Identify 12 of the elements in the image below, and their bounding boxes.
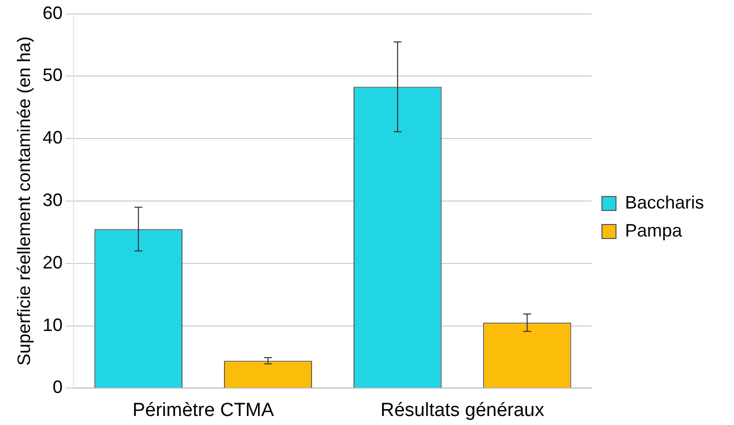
- x-tick-label: Résultats généraux: [380, 400, 545, 421]
- y-tick-label: 10: [42, 314, 63, 335]
- y-axis-title: Superficie réellement contaminée (en ha): [14, 36, 34, 366]
- y-tick-label: 20: [42, 252, 63, 272]
- y-tick-label: 60: [42, 2, 63, 23]
- legend-label: Pampa: [624, 220, 683, 240]
- y-tick-label: 50: [42, 65, 63, 86]
- y-tick-label: 40: [42, 128, 63, 148]
- y-tick-label: 30: [42, 190, 63, 210]
- y-tick-label: 0: [52, 377, 63, 398]
- x-tick-label: Périmètre CTMA: [132, 400, 274, 421]
- legend-label: Baccharis: [624, 192, 704, 212]
